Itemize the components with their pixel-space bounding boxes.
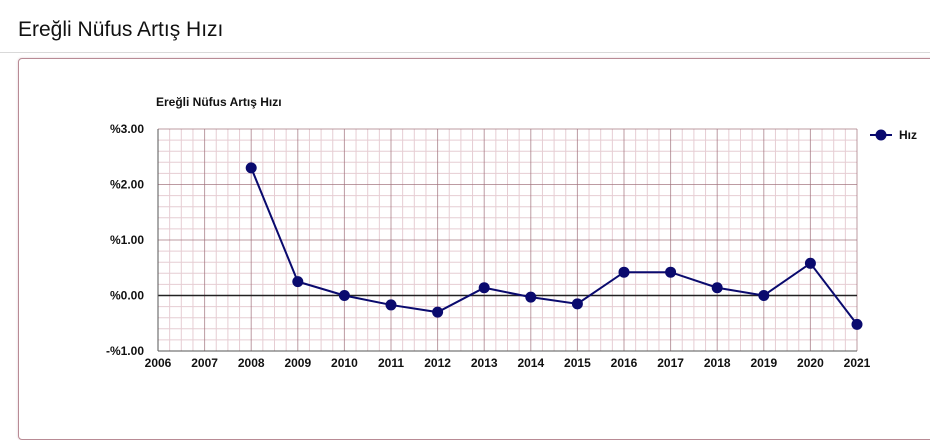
page-title: Ereğli Nüfus Artış Hızı — [18, 18, 224, 41]
data-point — [432, 306, 444, 318]
x-axis-tick-labels: 2006 2007 2008 2009 2010 2011 2012 2013 2014 2015… — [145, 356, 871, 370]
x-tick-label: 2018 — [704, 356, 731, 370]
x-tick-label: 2006 — [145, 356, 172, 370]
line-chart: Ereğli Nüfus Artış Hızı %3.00 %2.00 %1.00%… — [106, 95, 917, 370]
data-point — [665, 266, 677, 278]
x-tick-label: 2012 — [424, 356, 451, 370]
x-tick-label: 2011 — [378, 356, 404, 370]
data-point — [851, 318, 863, 330]
x-tick-label: 2015 — [564, 356, 591, 370]
y-axis-tick-labels: %3.00 %2.00 %1.00 %0.00 -%1.00 — [106, 122, 144, 358]
x-tick-label: 2014 — [517, 356, 544, 370]
y-tick-label: %3.00 — [110, 122, 144, 136]
data-point — [385, 299, 397, 311]
data-point — [618, 266, 630, 278]
data-point — [525, 291, 537, 303]
x-tick-label: 2021 — [844, 356, 871, 370]
y-tick-label: %1.00 — [110, 233, 144, 247]
data-point — [804, 257, 816, 269]
x-tick-label: 2017 — [657, 356, 684, 370]
data-point — [758, 290, 770, 301]
data-point — [478, 282, 490, 294]
data-point — [571, 298, 583, 310]
x-tick-label: 2020 — [797, 356, 824, 370]
series-hiz — [245, 162, 863, 330]
x-tick-label: 2008 — [238, 356, 265, 370]
data-point — [338, 290, 350, 301]
y-tick-label: %2.00 — [110, 178, 144, 192]
series-line — [250, 167, 858, 325]
y-tick-label: %0.00 — [110, 289, 144, 303]
legend-marker-swatch — [875, 129, 887, 141]
y-tick-label: -%1.00 — [106, 344, 144, 358]
data-point — [245, 162, 257, 174]
x-tick-label: 2013 — [471, 356, 498, 370]
chart-title: Ereğli Nüfus Artış Hızı — [156, 95, 282, 109]
x-tick-label: 2016 — [611, 356, 638, 370]
header-divider — [0, 52, 930, 53]
x-tick-label: 2010 — [331, 356, 358, 370]
x-tick-label: 2009 — [284, 356, 311, 370]
x-tick-label: 2019 — [750, 356, 777, 370]
x-tick-label: 2007 — [191, 356, 218, 370]
chart-panel: Ereğli Nüfus Artış Hızı %3.00 %2.00 %1.00%… — [18, 58, 930, 440]
chart-axes — [157, 129, 857, 352]
chart-legend: Hız — [870, 128, 917, 142]
legend-label-hiz: Hız — [899, 128, 917, 142]
data-point — [292, 276, 304, 288]
data-point — [711, 282, 723, 294]
